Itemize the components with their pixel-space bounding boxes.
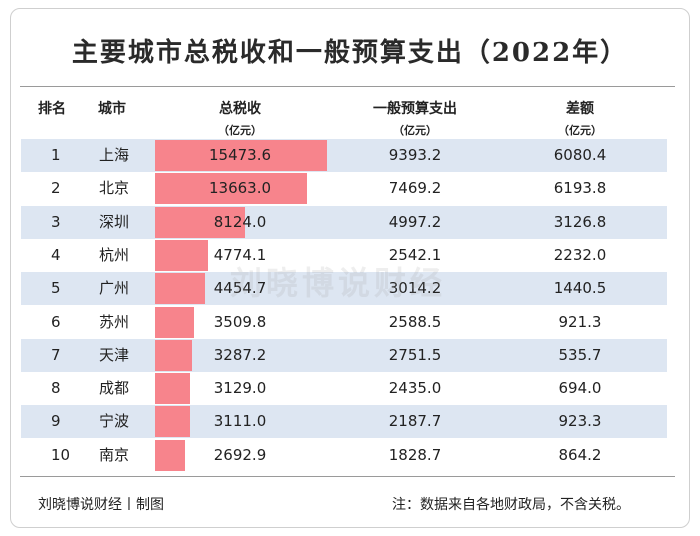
tax-bar <box>155 306 194 338</box>
diff-cell: 923.3 <box>558 412 602 431</box>
header-tax-label: 总税收 <box>219 101 261 117</box>
bottom-rule <box>20 476 675 477</box>
spend-cell: 2542.1 <box>388 245 442 264</box>
header-spend-label: 一般预算支出 <box>373 101 457 117</box>
tax-bar <box>155 339 192 371</box>
spend-cell: 4997.2 <box>388 212 442 231</box>
spend-cell: 2751.5 <box>388 345 442 364</box>
tax-cell: 3509.8 <box>213 312 267 331</box>
header-city-label: 城市 <box>98 101 126 117</box>
tax-cell: 15473.6 <box>208 146 272 164</box>
spend-cell: 1828.7 <box>388 445 442 464</box>
spend-cell: 2187.7 <box>388 412 442 431</box>
header-diff-label: 差额 <box>566 101 594 117</box>
city-cell: 南京 <box>99 445 130 464</box>
header-tax-unit: （亿元） <box>218 124 262 137</box>
table-row: 4 杭州 4774.1 2542.1 2232.0 <box>21 239 667 272</box>
header-spend: 一般预算支出 （亿元） <box>340 98 490 138</box>
tax-bar <box>155 406 190 438</box>
tax-cell: 4774.1 <box>213 245 267 264</box>
rank-cell: 7 <box>51 345 61 364</box>
city-cell: 天津 <box>99 345 130 364</box>
tax-cell: 3111.0 <box>213 412 267 431</box>
tax-cell: 4454.7 <box>213 279 267 298</box>
footer-note: 注：数据来自各地财政局，不含关税。 <box>392 497 630 513</box>
header-diff: 差额 （亿元） <box>520 98 640 138</box>
diff-cell: 535.7 <box>558 345 602 364</box>
rank-cell: 4 <box>51 245 61 264</box>
rank-cell: 5 <box>51 279 61 298</box>
city-cell: 深圳 <box>99 212 130 231</box>
spend-cell: 2588.5 <box>388 312 442 331</box>
diff-cell: 1440.5 <box>553 279 607 298</box>
diff-cell: 864.2 <box>558 445 602 464</box>
tax-bar <box>155 140 327 171</box>
rank-cell: 6 <box>51 312 61 331</box>
rank-cell: 9 <box>51 412 61 431</box>
tax-cell: 3129.0 <box>213 379 267 398</box>
tax-bar <box>155 206 246 238</box>
table-row: 8 成都 3129.0 2435.0 694.0 <box>21 372 667 405</box>
city-cell: 北京 <box>99 179 130 198</box>
city-cell: 广州 <box>99 279 130 298</box>
table-row: 3 深圳 8124.0 4997.2 3126.8 <box>21 205 667 239</box>
diff-cell: 2232.0 <box>553 245 607 264</box>
diff-cell: 3126.8 <box>553 212 607 231</box>
spend-cell: 3014.2 <box>388 279 442 298</box>
header-spend-unit: （亿元） <box>393 124 437 137</box>
diff-cell: 6193.8 <box>553 179 607 198</box>
tax-cell: 2692.9 <box>213 445 267 464</box>
city-cell: 杭州 <box>99 245 130 264</box>
diff-cell: 6080.4 <box>553 146 607 164</box>
table-row: 10 南京 2692.9 1828.7 864.2 <box>21 439 667 472</box>
top-rule <box>20 86 675 87</box>
spend-cell: 2435.0 <box>388 379 442 398</box>
spend-cell: 9393.2 <box>388 146 442 164</box>
rank-cell: 3 <box>51 212 61 231</box>
tax-bar <box>155 439 185 471</box>
diff-cell: 921.3 <box>558 312 602 331</box>
rank-cell: 10 <box>51 445 71 464</box>
tax-cell: 13663.0 <box>208 179 272 198</box>
diff-cell: 694.0 <box>558 379 602 398</box>
watermark: 刘晓博说财经 <box>230 264 447 302</box>
table-row: 2 北京 13663.0 7469.2 6193.8 <box>21 172 667 205</box>
footer-source: 刘晓博说财经丨制图 <box>38 497 164 513</box>
table-row: 5 广州 4454.7 3014.2 1440.5 <box>21 272 667 306</box>
tax-bar <box>155 239 209 271</box>
rank-cell: 1 <box>51 146 61 164</box>
table-row: 7 天津 3287.2 2751.5 535.7 <box>21 338 667 372</box>
city-cell: 成都 <box>99 379 130 398</box>
tax-cell: 3287.2 <box>213 345 267 364</box>
tax-bar <box>155 273 205 305</box>
header-tax: 总税收 （亿元） <box>170 98 310 138</box>
rank-cell: 8 <box>51 379 61 398</box>
header-rank: 排名 <box>38 98 88 138</box>
tax-cell: 8124.0 <box>213 212 267 231</box>
tax-bar <box>155 173 307 205</box>
table-row: 1 上海 15473.6 9393.2 6080.4 <box>21 139 667 172</box>
header-city: 城市 <box>98 98 158 138</box>
table-row: 6 苏州 3509.8 2588.5 921.3 <box>21 306 667 339</box>
table-row: 9 宁波 3111.0 2187.7 923.3 <box>21 405 667 439</box>
chart-title: 主要城市总税收和一般预算支出（2022年） <box>71 38 629 68</box>
chart-frame <box>10 8 690 528</box>
header-rank-label: 排名 <box>38 101 66 117</box>
spend-cell: 7469.2 <box>388 179 442 198</box>
city-cell: 宁波 <box>99 412 130 431</box>
city-cell: 上海 <box>99 146 130 164</box>
header-diff-unit: （亿元） <box>558 124 602 137</box>
tax-bar <box>155 373 190 405</box>
rank-cell: 2 <box>51 179 61 198</box>
city-cell: 苏州 <box>99 312 130 331</box>
